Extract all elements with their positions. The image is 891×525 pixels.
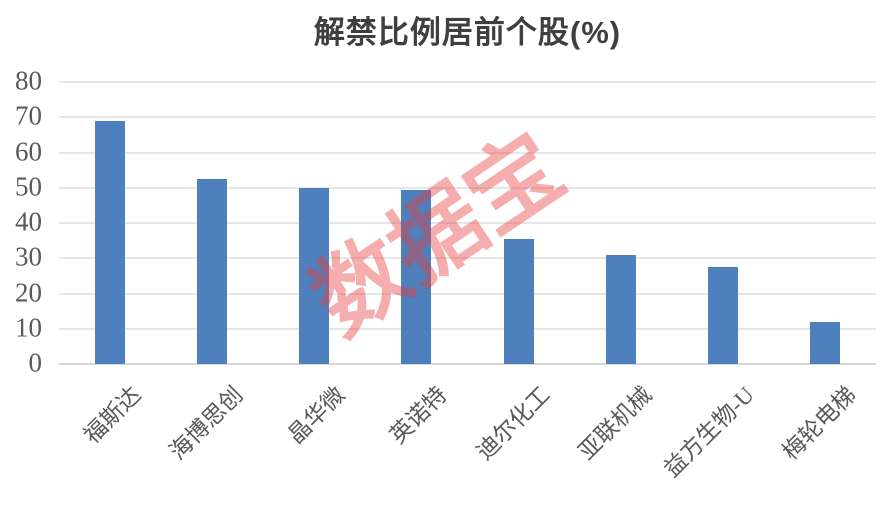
bar-海博思创 bbox=[197, 178, 228, 364]
y-tick-label: 60 bbox=[15, 136, 42, 167]
x-tick-label: 亚联机械 bbox=[573, 381, 657, 465]
y-gridline bbox=[59, 257, 876, 260]
y-tick-label: 30 bbox=[15, 241, 42, 272]
bar-福斯达 bbox=[95, 120, 126, 364]
y-gridline bbox=[59, 186, 876, 189]
y-tick-label: 80 bbox=[15, 65, 42, 96]
y-gridline bbox=[59, 151, 876, 154]
x-tick-label: 英诺特 bbox=[385, 381, 453, 449]
y-gridline bbox=[59, 81, 876, 83]
bar-晶华微 bbox=[299, 187, 330, 364]
x-tick-label: 迪尔化工 bbox=[471, 381, 555, 465]
chart-title: 解禁比例居前个股(%) bbox=[313, 15, 622, 50]
y-tick-label: 0 bbox=[28, 347, 43, 378]
bar-迪尔化工 bbox=[503, 238, 534, 364]
x-tick-label: 梅轮电梯 bbox=[777, 381, 861, 465]
y-gridline bbox=[59, 222, 876, 224]
y-tick-label: 20 bbox=[15, 277, 42, 308]
x-tick-label: 益方生物-U bbox=[658, 381, 759, 482]
y-tick-label: 40 bbox=[15, 206, 42, 237]
y-tick-label: 50 bbox=[15, 171, 42, 202]
y-gridline bbox=[59, 116, 876, 119]
y-tick-label: 70 bbox=[15, 100, 42, 131]
y-gridline bbox=[59, 292, 876, 295]
bar-英诺特 bbox=[401, 189, 432, 364]
x-axis-line bbox=[59, 363, 876, 365]
x-tick-label: 海博思创 bbox=[165, 381, 248, 465]
y-gridline bbox=[59, 327, 876, 330]
x-tick-label: 福斯达 bbox=[79, 381, 146, 449]
bar-亚联机械 bbox=[605, 254, 636, 364]
bar-梅轮电梯 bbox=[809, 321, 840, 364]
y-tick-label: 10 bbox=[15, 312, 42, 343]
bar-益方生物-U bbox=[707, 267, 738, 364]
x-tick-label: 晶华微 bbox=[283, 381, 350, 449]
